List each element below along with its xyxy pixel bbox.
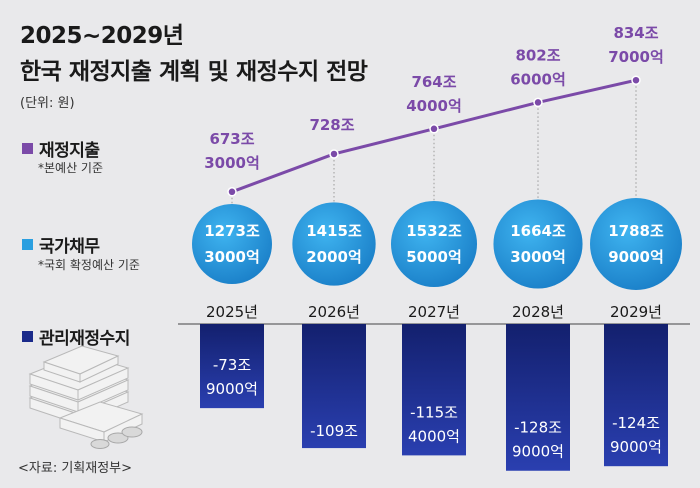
legend-balance-swatch	[22, 331, 33, 342]
debt-bubble	[191, 203, 273, 285]
spending-label: 728조	[309, 116, 354, 134]
year-label: 2025년	[206, 303, 258, 321]
spending-label: 6000억	[510, 70, 566, 88]
spending-label: 4000억	[406, 97, 462, 115]
legend-debt: 국가채무	[22, 232, 100, 257]
balance-bar	[506, 324, 570, 471]
spending-point	[429, 124, 439, 134]
legend-spending-note: *본예산 기준	[38, 161, 104, 175]
debt-bubble-label: 1415조	[306, 222, 362, 240]
balance-bar	[402, 324, 466, 456]
debt-bubble	[493, 199, 583, 289]
balance-bar-label: -115조	[410, 403, 458, 421]
spending-point	[329, 149, 339, 159]
spending-label: 3000억	[204, 154, 260, 172]
legend-spending: 재정지출	[22, 136, 100, 161]
debt-bubble-label: 1664조	[510, 222, 566, 240]
debt-bubble	[590, 198, 682, 290]
debt-bubble-label: 1532조	[406, 222, 462, 240]
balance-bar-label: 4000억	[408, 427, 460, 445]
legend-balance: 관리재정수지	[22, 324, 130, 349]
year-label: 2029년	[610, 303, 662, 321]
debt-bubble	[292, 202, 376, 286]
debt-bubble-label: 1273조	[204, 222, 260, 240]
balance-bar-label: -73조	[213, 356, 251, 374]
year-label: 2027년	[408, 303, 460, 321]
debt-bubble-label: 2000억	[306, 248, 362, 266]
balance-bar	[604, 324, 668, 467]
legend-spending-swatch	[22, 143, 33, 154]
legend-balance-label: 관리재정수지	[39, 329, 130, 349]
legend-debt-swatch	[22, 239, 33, 250]
spending-point	[533, 97, 543, 108]
balance-bar-label: -124조	[612, 414, 660, 432]
balance-bar-label: -128조	[514, 419, 562, 437]
debt-bubble	[390, 200, 478, 288]
debt-bubble-label: 9000억	[608, 248, 664, 266]
title-main: 한국 재정지출 계획 및 재정수지 전망	[20, 59, 368, 85]
debt-bubble-label: 3000억	[510, 248, 566, 266]
balance-bar-label: 9000억	[512, 443, 564, 461]
spending-label: 834조	[613, 24, 658, 42]
year-label: 2028년	[512, 303, 564, 321]
year-label: 2026년	[308, 303, 360, 321]
balance-bar-label: 9000억	[610, 438, 662, 456]
unit-label: (단위: 원)	[20, 96, 75, 111]
legend-debt-note: *국회 확정예산 기준	[38, 258, 140, 272]
spending-label: 802조	[515, 46, 560, 64]
money-stack-icon	[28, 345, 144, 449]
balance-bar	[302, 324, 366, 449]
spending-label: 673조	[209, 130, 254, 148]
title-year-range: 2025~2029년	[20, 23, 184, 49]
legend-debt-label: 국가채무	[39, 237, 100, 257]
legend-spending-label: 재정지출	[39, 141, 100, 161]
debt-bubble-label: 5000억	[406, 248, 462, 266]
spending-point	[631, 75, 641, 85]
source-note: <자료: 기획재정부>	[18, 461, 133, 476]
spending-label: 7000억	[608, 48, 664, 66]
balance-bar	[200, 324, 264, 409]
debt-bubble-label: 1788조	[608, 222, 664, 240]
debt-bubble-label: 3000억	[204, 248, 260, 266]
spending-label: 764조	[411, 73, 456, 91]
balance-bar-label: 9000억	[206, 380, 258, 398]
spending-point	[227, 187, 237, 197]
balance-bar-label: -109조	[310, 422, 358, 440]
